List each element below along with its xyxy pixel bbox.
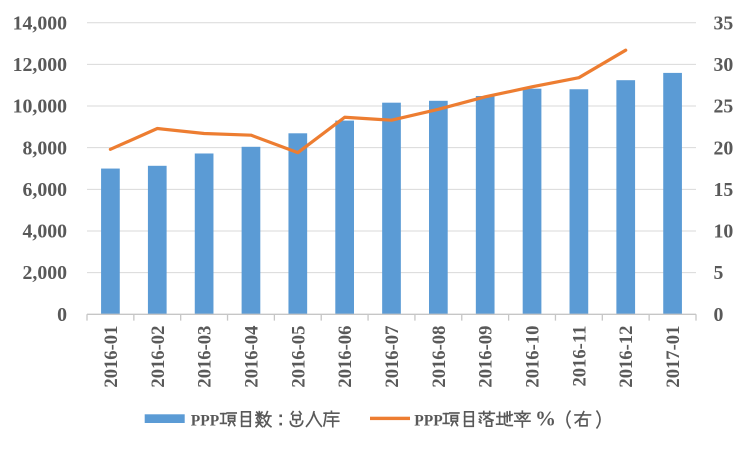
svg-text:2,000: 2,000 (22, 262, 67, 284)
svg-text:2016-11: 2016-11 (569, 326, 590, 387)
svg-text:0: 0 (714, 304, 724, 326)
svg-text:12,000: 12,000 (13, 54, 68, 76)
svg-text:2016-06: 2016-06 (335, 326, 356, 388)
svg-text:2016-10: 2016-10 (523, 326, 544, 388)
svg-text:20: 20 (714, 137, 734, 159)
svg-text:5: 5 (714, 262, 724, 284)
svg-text:10: 10 (714, 221, 734, 243)
svg-text:35: 35 (714, 12, 734, 34)
svg-text:PPP: PPP (414, 413, 443, 430)
svg-text:25: 25 (714, 96, 734, 118)
svg-text:4,000: 4,000 (22, 221, 67, 243)
svg-text:2016-01: 2016-01 (101, 326, 122, 388)
svg-text:0: 0 (57, 304, 67, 326)
svg-text:2016-09: 2016-09 (476, 326, 497, 388)
svg-text:14,000: 14,000 (13, 12, 68, 34)
svg-text:PPP: PPP (191, 413, 220, 430)
svg-text:6,000: 6,000 (22, 179, 67, 201)
svg-text:15: 15 (714, 179, 734, 201)
svg-text:%: % (535, 407, 556, 431)
svg-text:2016-03: 2016-03 (195, 326, 216, 388)
svg-text:2016-02: 2016-02 (148, 326, 169, 388)
svg-text:2016-04: 2016-04 (242, 326, 263, 388)
svg-text:8,000: 8,000 (22, 137, 67, 159)
svg-text:2017-01: 2017-01 (663, 326, 684, 388)
svg-text:10,000: 10,000 (13, 96, 68, 118)
svg-text:2016-05: 2016-05 (288, 326, 309, 388)
svg-text:2016-07: 2016-07 (382, 326, 403, 388)
svg-text:2016-08: 2016-08 (429, 326, 450, 388)
svg-text:2016-12: 2016-12 (616, 326, 637, 388)
svg-text:30: 30 (714, 54, 734, 76)
